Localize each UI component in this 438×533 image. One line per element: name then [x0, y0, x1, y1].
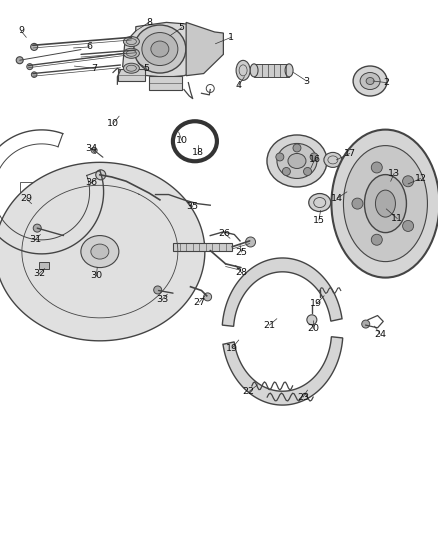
- Circle shape: [304, 167, 311, 175]
- Ellipse shape: [142, 33, 178, 66]
- Ellipse shape: [124, 37, 139, 46]
- Text: 2: 2: [383, 78, 389, 87]
- Text: 4: 4: [236, 81, 242, 90]
- Polygon shape: [223, 258, 342, 326]
- Text: 34: 34: [85, 144, 97, 152]
- Circle shape: [32, 72, 37, 77]
- Text: 20: 20: [307, 325, 319, 333]
- Ellipse shape: [124, 49, 139, 58]
- Text: 17: 17: [343, 149, 356, 158]
- Text: 15: 15: [313, 216, 325, 224]
- Ellipse shape: [134, 25, 186, 73]
- Text: 10: 10: [176, 136, 188, 144]
- Text: 27: 27: [193, 298, 205, 306]
- Ellipse shape: [353, 66, 387, 96]
- Polygon shape: [149, 76, 182, 90]
- Circle shape: [246, 237, 255, 247]
- Text: 16: 16: [308, 156, 321, 164]
- Circle shape: [204, 293, 212, 301]
- Text: 30: 30: [90, 271, 102, 280]
- Polygon shape: [123, 22, 215, 77]
- Ellipse shape: [364, 175, 406, 232]
- Text: 21: 21: [263, 321, 276, 329]
- Ellipse shape: [324, 152, 342, 167]
- Text: 29: 29: [20, 195, 32, 203]
- Ellipse shape: [267, 135, 327, 187]
- Ellipse shape: [81, 236, 119, 268]
- Text: 19: 19: [226, 344, 238, 352]
- Circle shape: [293, 144, 301, 152]
- Text: 10: 10: [107, 119, 119, 128]
- Circle shape: [403, 221, 413, 231]
- Text: 11: 11: [391, 214, 403, 223]
- Ellipse shape: [151, 41, 169, 57]
- Circle shape: [16, 56, 23, 64]
- Polygon shape: [173, 243, 232, 251]
- Text: 5: 5: [179, 23, 185, 32]
- Polygon shape: [39, 262, 49, 269]
- Text: 26: 26: [218, 229, 230, 238]
- Circle shape: [276, 153, 284, 161]
- Text: 31: 31: [29, 236, 41, 244]
- Ellipse shape: [236, 60, 250, 80]
- Text: 24: 24: [374, 330, 386, 338]
- Text: 35: 35: [187, 202, 199, 211]
- Ellipse shape: [250, 64, 258, 77]
- Ellipse shape: [343, 146, 427, 262]
- Text: 33: 33: [156, 295, 168, 304]
- Circle shape: [352, 198, 363, 209]
- Ellipse shape: [124, 63, 139, 73]
- Circle shape: [371, 162, 382, 173]
- Text: 18: 18: [192, 149, 204, 157]
- Text: 5: 5: [144, 64, 150, 72]
- Text: 32: 32: [33, 269, 46, 278]
- Circle shape: [31, 43, 38, 51]
- Text: 6: 6: [87, 43, 93, 51]
- Text: 14: 14: [331, 194, 343, 203]
- Ellipse shape: [277, 143, 317, 179]
- Polygon shape: [186, 22, 223, 76]
- Circle shape: [371, 234, 382, 245]
- Text: 1: 1: [228, 33, 234, 42]
- Text: 7: 7: [91, 64, 97, 72]
- Circle shape: [96, 170, 106, 180]
- Ellipse shape: [332, 130, 438, 278]
- Text: 28: 28: [236, 269, 248, 277]
- Text: 23: 23: [297, 393, 309, 401]
- Polygon shape: [118, 69, 145, 81]
- Text: 3: 3: [304, 77, 310, 85]
- Circle shape: [283, 167, 290, 175]
- Ellipse shape: [375, 190, 396, 217]
- Text: 12: 12: [414, 174, 427, 183]
- Text: 19: 19: [310, 300, 322, 308]
- Text: 9: 9: [18, 27, 24, 35]
- Ellipse shape: [288, 154, 306, 168]
- Text: 22: 22: [243, 387, 255, 396]
- Ellipse shape: [285, 64, 293, 77]
- Text: 25: 25: [236, 248, 248, 256]
- Text: 8: 8: [146, 18, 152, 27]
- Circle shape: [91, 147, 97, 154]
- Ellipse shape: [366, 77, 374, 85]
- Ellipse shape: [309, 193, 331, 212]
- Circle shape: [27, 63, 33, 70]
- Ellipse shape: [360, 72, 380, 90]
- Circle shape: [362, 320, 370, 328]
- Ellipse shape: [91, 244, 109, 259]
- Text: 13: 13: [388, 169, 400, 177]
- Circle shape: [33, 224, 41, 232]
- Polygon shape: [223, 337, 343, 405]
- Text: 36: 36: [85, 179, 97, 187]
- Circle shape: [403, 176, 413, 187]
- Circle shape: [310, 153, 318, 161]
- Polygon shape: [254, 64, 289, 77]
- Circle shape: [307, 315, 317, 325]
- Circle shape: [154, 286, 162, 294]
- Polygon shape: [0, 163, 205, 341]
